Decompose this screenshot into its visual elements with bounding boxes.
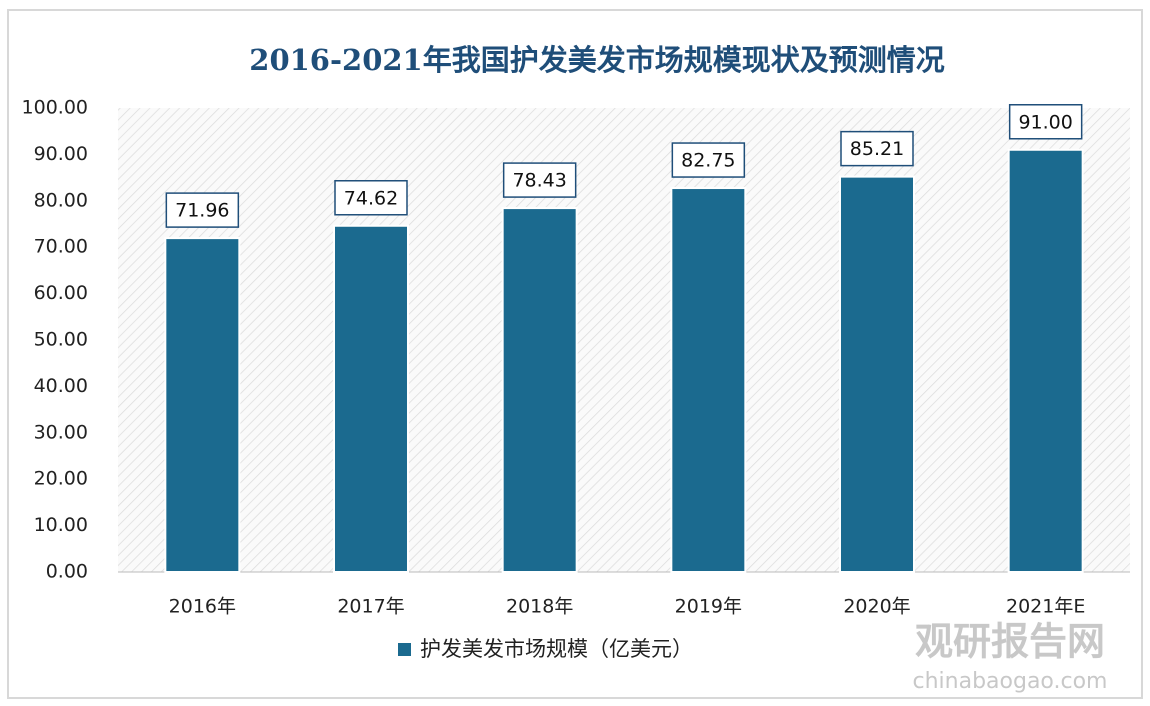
value-label: 74.62 [344, 187, 398, 209]
y-tick-label: 30.00 [34, 421, 88, 443]
legend-label: 护发美发市场规模（亿美元） [420, 637, 693, 661]
bar [1007, 148, 1084, 573]
legend-swatch [398, 643, 411, 656]
x-tick-label: 2016年 [169, 596, 236, 618]
watermark-name: 观研报告网 [915, 620, 1105, 664]
value-label: 82.75 [681, 150, 735, 172]
bar [670, 187, 747, 573]
value-label: 85.21 [850, 138, 904, 160]
plot-area [118, 108, 1130, 572]
y-tick-label: 50.00 [34, 329, 88, 351]
value-label: 71.96 [175, 200, 229, 222]
x-tick-label: 2021年E [1006, 596, 1085, 618]
y-tick-label: 80.00 [34, 189, 88, 211]
x-tick-label: 2017年 [337, 596, 404, 618]
value-label-box [502, 162, 577, 198]
value-label: 91.00 [1018, 111, 1072, 133]
bar [164, 237, 241, 574]
bar [501, 207, 578, 573]
value-label-box [1008, 104, 1083, 140]
watermark-url: chinabaogao.com [913, 669, 1108, 694]
x-tick-label: 2020年 [843, 596, 910, 618]
y-tick-label: 10.00 [34, 514, 88, 536]
y-tick-label: 90.00 [34, 143, 88, 165]
value-label-box [671, 142, 746, 178]
value-label-box [165, 192, 240, 228]
value-label-box [840, 130, 914, 167]
y-tick-label: 100.00 [22, 97, 88, 119]
chart-title: 2016-2021年我国护发美发市场规模现状及预测情况 [249, 43, 944, 77]
y-tick-label: 40.00 [34, 375, 88, 397]
bar [839, 175, 915, 573]
bar [333, 224, 409, 573]
value-label: 78.43 [512, 170, 566, 192]
x-tick-label: 2018年 [506, 596, 573, 618]
value-label-box [334, 180, 408, 216]
y-tick-label: 20.00 [34, 468, 88, 490]
y-tick-label: 0.00 [46, 561, 88, 583]
y-tick-label: 70.00 [34, 236, 88, 258]
x-tick-label: 2019年 [675, 596, 742, 618]
y-tick-label: 60.00 [34, 282, 88, 304]
